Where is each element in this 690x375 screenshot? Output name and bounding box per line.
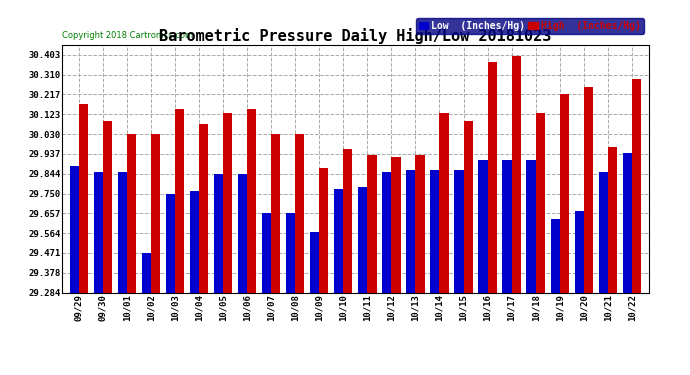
Bar (584, 87, 593, 292)
Bar (118, 172, 127, 292)
Bar (526, 160, 535, 292)
Bar (382, 172, 391, 292)
Bar (560, 94, 569, 292)
Bar (214, 174, 223, 292)
Bar (286, 213, 295, 292)
Bar (622, 153, 632, 292)
Bar (79, 104, 88, 292)
Bar (238, 174, 247, 292)
Bar (575, 211, 584, 292)
Bar (608, 147, 617, 292)
Bar (440, 113, 449, 292)
Bar (271, 134, 280, 292)
Bar (632, 79, 641, 292)
Bar (295, 134, 304, 292)
Bar (551, 219, 560, 292)
Bar (344, 149, 353, 292)
Bar (142, 253, 151, 292)
Bar (415, 155, 424, 292)
Bar (310, 232, 319, 292)
Bar (166, 194, 175, 292)
Text: Copyright 2018 Cartronics.com: Copyright 2018 Cartronics.com (62, 31, 193, 40)
Bar (478, 160, 488, 292)
Bar (391, 158, 400, 292)
Bar (319, 168, 328, 292)
Bar (455, 170, 464, 292)
Bar (94, 172, 103, 292)
Title: Barometric Pressure Daily High/Low 20181023: Barometric Pressure Daily High/Low 20181… (159, 28, 551, 44)
Bar (262, 213, 271, 292)
Bar (151, 134, 160, 292)
Bar (535, 113, 545, 292)
Bar (488, 62, 497, 292)
Bar (223, 113, 233, 292)
Bar (502, 160, 511, 292)
Legend: Low  (Inches/Hg), High  (Inches/Hg): Low (Inches/Hg), High (Inches/Hg) (416, 18, 644, 33)
Bar (464, 122, 473, 292)
Bar (70, 166, 79, 292)
Bar (334, 189, 344, 292)
Bar (247, 109, 256, 292)
Bar (199, 123, 208, 292)
Bar (406, 170, 415, 292)
Bar (431, 170, 440, 292)
Bar (190, 192, 199, 292)
Bar (511, 56, 521, 292)
Bar (367, 155, 377, 292)
Bar (599, 172, 608, 292)
Bar (127, 134, 136, 292)
Bar (103, 122, 112, 292)
Bar (358, 187, 367, 292)
Bar (175, 109, 184, 292)
